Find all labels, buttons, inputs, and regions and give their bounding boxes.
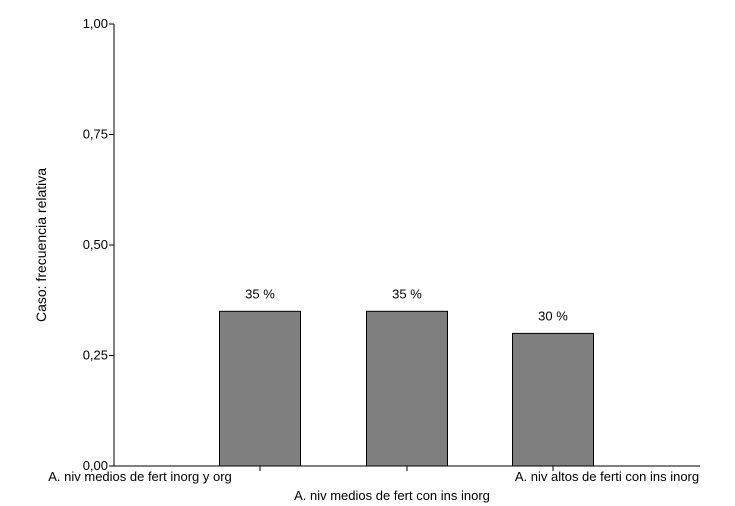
bar xyxy=(366,310,448,467)
bar xyxy=(219,310,301,467)
y-tick-label: 0,25 xyxy=(83,348,108,363)
bar-value-label: 30 % xyxy=(538,308,568,323)
bar xyxy=(512,332,594,467)
x-category-label: A. niv altos de ferti con ins inorg xyxy=(515,469,699,484)
y-axis: 0,00 0,25 0,50 0,75 1,00 xyxy=(83,16,115,473)
bars: 35 % 35 % 30 % xyxy=(219,286,594,467)
y-tick-label: 1,00 xyxy=(83,16,108,31)
y-axis-title: Caso: frecuencia relativa xyxy=(33,168,49,322)
bar-value-label: 35 % xyxy=(245,286,275,301)
x-category-label: A. niv medios de fert inorg y org xyxy=(48,469,232,484)
bar-value-label: 35 % xyxy=(392,286,422,301)
x-axis: A. niv medios de fert inorg y org A. niv … xyxy=(48,465,700,503)
y-tick-label: 0,75 xyxy=(83,127,108,142)
y-tick-label: 0,00 xyxy=(83,458,108,473)
x-category-label: A. niv medios de fert con ins inorg xyxy=(294,488,490,503)
y-tick-label: 0,50 xyxy=(83,237,108,252)
